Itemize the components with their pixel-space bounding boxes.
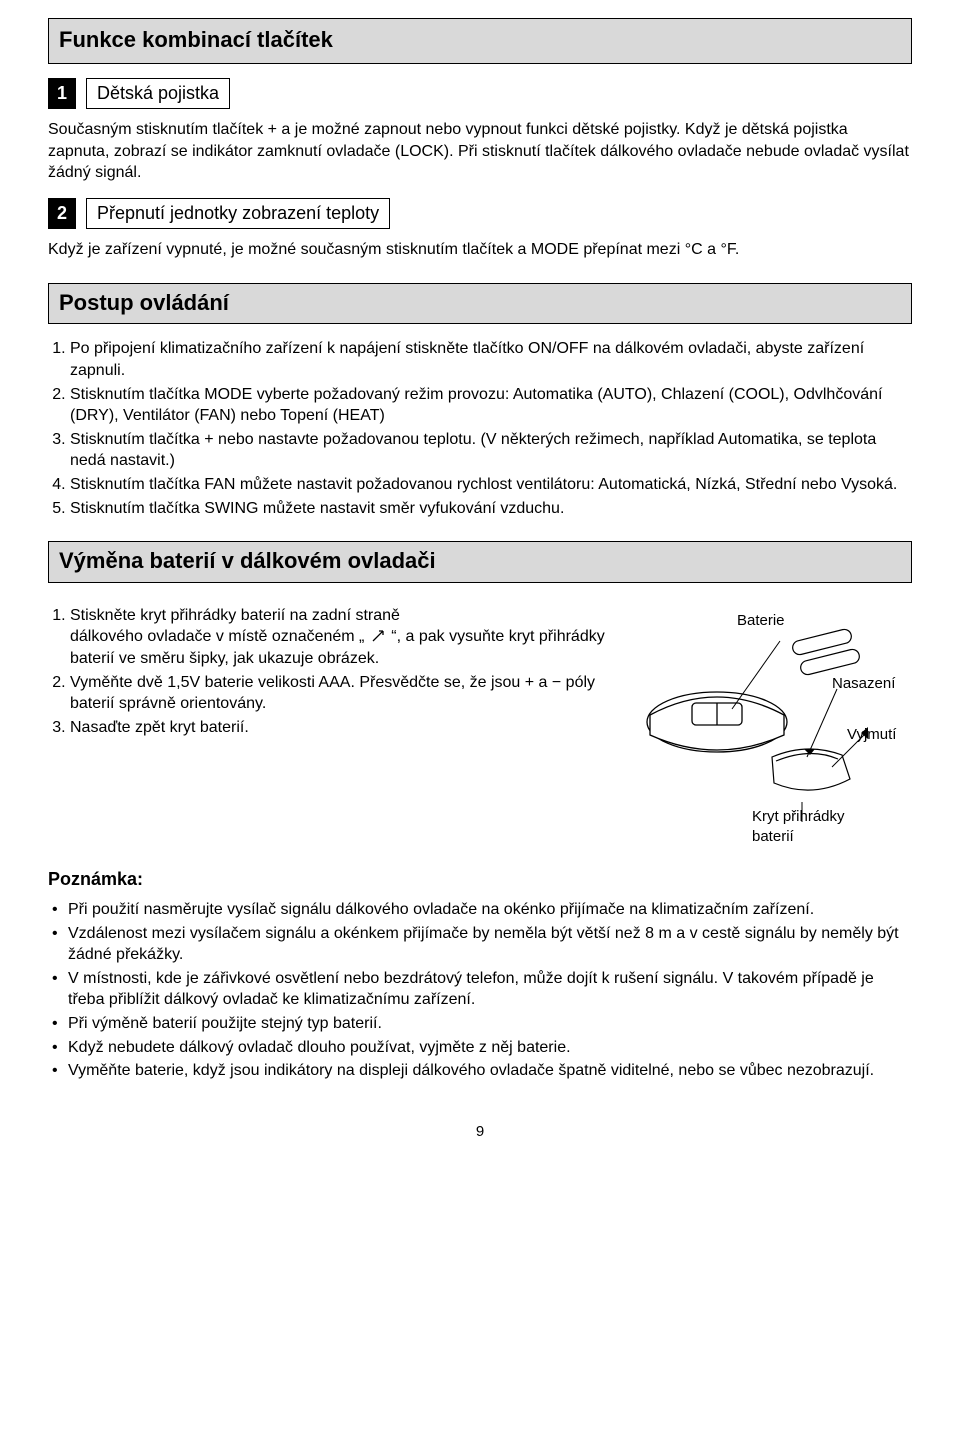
list-item: Nasaďte zpět kryt baterií.	[70, 717, 612, 739]
list-item: Stisknutím tlačítka MODE vyberte požadov…	[70, 384, 912, 427]
section-heading: Funkce kombinací tlačítek	[48, 18, 912, 64]
section-heading: Postup ovládání	[48, 283, 912, 325]
list-item: Po připojení klimatizačního zařízení k n…	[70, 338, 912, 381]
paragraph: Současným stisknutím tlačítek + a je mož…	[48, 119, 912, 184]
subheading-number: 2	[48, 198, 76, 229]
left-column: Stiskněte kryt přihrádky baterií na zadn…	[48, 597, 612, 837]
page-number: 9	[48, 1122, 912, 1142]
diagram-svg	[632, 607, 892, 837]
paragraph: Když je zařízení vypnuté, je možné souča…	[48, 239, 912, 261]
battery-diagram: Baterie Nasazení Vyjmutí Kryt přihrádky …	[632, 607, 892, 837]
right-column: Baterie Nasazení Vyjmutí Kryt přihrádky …	[632, 597, 912, 837]
list-item: Stisknutím tlačítka + nebo nastavte poža…	[70, 429, 912, 472]
two-column-layout: Stiskněte kryt přihrádky baterií na zadn…	[48, 597, 912, 837]
subheading-label: Přepnutí jednotky zobrazení teploty	[86, 198, 390, 229]
text-run: Stiskněte kryt přihrádky baterií na zadn…	[70, 607, 400, 624]
subheading-label: Dětská pojistka	[86, 78, 230, 109]
numbered-subheading: 1 Dětská pojistka	[48, 78, 912, 109]
ordered-list: Po připojení klimatizačního zařízení k n…	[48, 338, 912, 519]
slide-arrow-icon	[371, 629, 385, 643]
list-item: Při výměně baterií použijte stejný typ b…	[48, 1013, 912, 1035]
diagram-label: Kryt přihrádky baterií	[752, 807, 845, 848]
list-item: Vzdálenost mezi vysílačem signálu a okén…	[48, 923, 912, 966]
list-item: Vyměňte baterie, když jsou indikátory na…	[48, 1060, 912, 1082]
subheading-number: 1	[48, 78, 76, 109]
list-item: Při použití nasměrujte vysílač signálu d…	[48, 899, 912, 921]
diagram-label: Vyjmutí	[847, 725, 896, 745]
list-item: Stiskněte kryt přihrádky baterií na zadn…	[70, 605, 612, 670]
text-run: dálkového ovladače v místě označeném „	[70, 628, 364, 645]
list-item: V místnosti, kde je zářivkové osvětlení …	[48, 968, 912, 1011]
numbered-subheading: 2 Přepnutí jednotky zobrazení teploty	[48, 198, 912, 229]
section-heading: Výměna baterií v dálkovém ovladači	[48, 541, 912, 583]
list-item: Stisknutím tlačítka SWING můžete nastavi…	[70, 498, 912, 520]
bullet-list: Při použití nasměrujte vysílač signálu d…	[48, 899, 912, 1082]
notes-heading: Poznámka:	[48, 867, 912, 891]
diagram-label: Baterie	[737, 611, 785, 631]
ordered-list: Stiskněte kryt přihrádky baterií na zadn…	[48, 605, 612, 739]
diagram-label: Nasazení	[832, 674, 895, 694]
list-item: Vyměňte dvě 1,5V baterie velikosti AAA. …	[70, 672, 612, 715]
list-item: Když nebudete dálkový ovladač dlouho pou…	[48, 1037, 912, 1059]
list-item: Stisknutím tlačítka FAN můžete nastavit …	[70, 474, 912, 496]
